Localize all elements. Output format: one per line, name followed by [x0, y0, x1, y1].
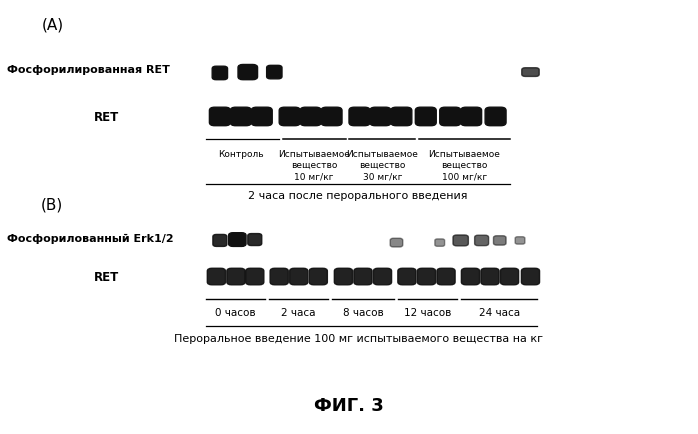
FancyBboxPatch shape [521, 269, 540, 285]
Text: ФИГ. 3: ФИГ. 3 [314, 397, 384, 414]
Text: Фосфорилированная RET: Фосфорилированная RET [7, 65, 170, 74]
Text: 12 часов: 12 часов [404, 307, 452, 317]
Text: 24 часа: 24 часа [479, 307, 519, 317]
FancyBboxPatch shape [246, 269, 264, 285]
FancyBboxPatch shape [515, 237, 525, 245]
FancyBboxPatch shape [209, 108, 230, 126]
Text: Контроль: Контроль [218, 150, 264, 159]
Text: Испытываемое
вещество
100 мг/кг: Испытываемое вещество 100 мг/кг [429, 150, 500, 181]
FancyBboxPatch shape [334, 269, 352, 285]
FancyBboxPatch shape [321, 108, 342, 126]
FancyBboxPatch shape [481, 269, 499, 285]
FancyBboxPatch shape [349, 108, 370, 126]
FancyBboxPatch shape [248, 234, 262, 246]
FancyBboxPatch shape [354, 269, 372, 285]
FancyBboxPatch shape [453, 235, 468, 247]
FancyBboxPatch shape [493, 236, 506, 246]
FancyBboxPatch shape [500, 269, 519, 285]
Text: Фосфорилованный Erk1/2: Фосфорилованный Erk1/2 [7, 233, 174, 244]
FancyBboxPatch shape [398, 269, 416, 285]
FancyBboxPatch shape [229, 233, 246, 247]
Text: 8 часов: 8 часов [343, 307, 383, 317]
Text: (B): (B) [41, 197, 64, 212]
Text: 0 часов: 0 часов [215, 307, 255, 317]
FancyBboxPatch shape [417, 269, 436, 285]
FancyBboxPatch shape [227, 269, 245, 285]
FancyBboxPatch shape [309, 269, 327, 285]
FancyBboxPatch shape [391, 108, 412, 126]
FancyBboxPatch shape [213, 235, 227, 247]
FancyBboxPatch shape [435, 240, 445, 247]
FancyBboxPatch shape [437, 269, 455, 285]
FancyBboxPatch shape [279, 108, 300, 126]
FancyBboxPatch shape [415, 108, 436, 126]
FancyBboxPatch shape [521, 69, 539, 77]
FancyBboxPatch shape [300, 108, 321, 126]
FancyBboxPatch shape [461, 269, 480, 285]
FancyBboxPatch shape [270, 269, 288, 285]
FancyBboxPatch shape [251, 108, 272, 126]
Text: 2 часа: 2 часа [281, 307, 316, 317]
FancyBboxPatch shape [475, 236, 489, 246]
FancyBboxPatch shape [267, 66, 282, 80]
Text: RET: RET [94, 111, 119, 124]
Text: Испытываемое
вещество
30 мг/кг: Испытываемое вещество 30 мг/кг [347, 150, 418, 181]
FancyBboxPatch shape [461, 108, 482, 126]
FancyBboxPatch shape [370, 108, 391, 126]
FancyBboxPatch shape [207, 269, 225, 285]
Text: RET: RET [94, 270, 119, 283]
Text: Пероральное введение 100 мг испытываемого вещества на кг: Пероральное введение 100 мг испытываемог… [174, 333, 542, 343]
FancyBboxPatch shape [373, 269, 392, 285]
Text: (A): (A) [41, 17, 64, 32]
FancyBboxPatch shape [485, 108, 506, 126]
Text: Испытываемое
вещество
10 мг/кг: Испытываемое вещество 10 мг/кг [279, 150, 350, 181]
FancyBboxPatch shape [238, 66, 258, 81]
Text: 2 часа после перорального введения: 2 часа после перорального введения [248, 191, 468, 201]
FancyBboxPatch shape [440, 108, 461, 126]
FancyBboxPatch shape [390, 239, 403, 247]
FancyBboxPatch shape [212, 67, 228, 81]
FancyBboxPatch shape [230, 108, 251, 126]
FancyBboxPatch shape [290, 269, 308, 285]
